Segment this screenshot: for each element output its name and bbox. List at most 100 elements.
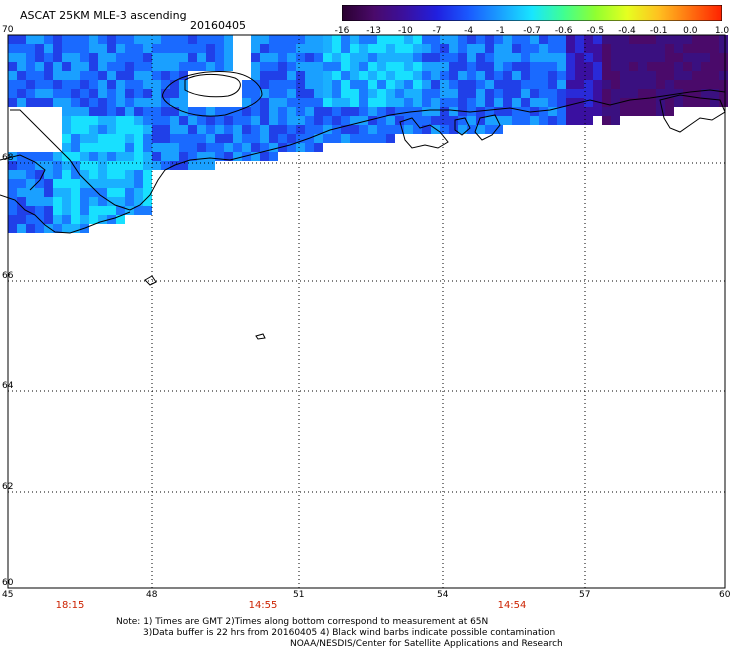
swath-cell — [458, 80, 467, 89]
swath-cell — [638, 98, 647, 107]
swath-cell — [8, 80, 17, 89]
note-line-2: 3)Data buffer is 22 hrs from 20160405 4)… — [143, 628, 556, 638]
swath-cell — [656, 71, 665, 80]
swath-cell — [557, 98, 566, 107]
swath-cell — [224, 152, 233, 161]
swath-cell — [521, 89, 530, 98]
swath-cell — [557, 53, 566, 62]
swath-cell — [62, 143, 71, 152]
swath-cell — [683, 89, 692, 98]
swath-cell — [422, 89, 431, 98]
swath-cell — [440, 35, 449, 44]
swath-cell — [143, 170, 152, 179]
swath-cell — [98, 179, 107, 188]
swath-cell — [566, 44, 575, 53]
swath-cell — [701, 80, 710, 89]
swath-cell — [44, 53, 53, 62]
swath-cell — [548, 98, 557, 107]
swath-cell — [458, 125, 467, 134]
swath-cell — [80, 206, 89, 215]
swath-cell — [179, 125, 188, 134]
swath-cell — [629, 71, 638, 80]
swath-cell — [620, 80, 629, 89]
swath-cell — [476, 62, 485, 71]
swath-cell — [62, 206, 71, 215]
swath-cell — [431, 62, 440, 71]
swath-cell — [296, 143, 305, 152]
swath-cell — [341, 53, 350, 62]
swath-cell — [503, 98, 512, 107]
swath-cell — [350, 134, 359, 143]
swath-cell — [62, 134, 71, 143]
swath-cell — [188, 44, 197, 53]
swath-cell — [53, 80, 62, 89]
swath-cell — [125, 152, 134, 161]
swath-cell — [656, 62, 665, 71]
swath-cell — [53, 170, 62, 179]
swath-cell — [638, 53, 647, 62]
swath-cell — [224, 116, 233, 125]
swath-cell — [8, 170, 17, 179]
swath-cell — [359, 107, 368, 116]
swath-cell — [296, 80, 305, 89]
swath-cell — [647, 35, 656, 44]
swath-cell — [602, 80, 611, 89]
swath-cell — [278, 143, 287, 152]
swath-cell — [134, 161, 143, 170]
swath-cell — [161, 107, 170, 116]
swath-cell — [359, 62, 368, 71]
swath-cell — [125, 35, 134, 44]
swath-cell — [602, 35, 611, 44]
colorbar-segment — [342, 5, 375, 21]
swath-cell — [161, 44, 170, 53]
swath-cell — [305, 89, 314, 98]
swath-cell — [683, 62, 692, 71]
swath-cell — [296, 44, 305, 53]
swath-cell — [341, 125, 350, 134]
colorbar-tick-label: -10 — [397, 26, 413, 36]
colorbar-tick-label: 0.0 — [683, 26, 698, 36]
swath-cell — [449, 44, 458, 53]
swath-cell — [332, 134, 341, 143]
swath-cell — [602, 116, 611, 125]
swath-cell — [215, 143, 224, 152]
swath-cell — [620, 62, 629, 71]
swath-cell — [485, 44, 494, 53]
swath-cell — [80, 89, 89, 98]
swath-cell — [152, 35, 161, 44]
swath-cell — [215, 134, 224, 143]
swath-cell — [179, 152, 188, 161]
swath-cell — [107, 179, 116, 188]
swath-cell — [80, 98, 89, 107]
swath-cell — [260, 134, 269, 143]
swath-cell — [368, 98, 377, 107]
swath-cell — [44, 161, 53, 170]
swath-cell — [17, 170, 26, 179]
swath-cell — [467, 53, 476, 62]
swath-cell — [620, 35, 629, 44]
swath-cell — [584, 116, 593, 125]
swath-cell — [17, 188, 26, 197]
swath-cell — [305, 62, 314, 71]
swath-cell — [404, 107, 413, 116]
swath-cell — [26, 179, 35, 188]
swath-cell — [35, 44, 44, 53]
swath-cell — [89, 62, 98, 71]
swath-cell — [44, 197, 53, 206]
swath-cell — [413, 125, 422, 134]
swath-cell — [62, 125, 71, 134]
swath-cell — [719, 53, 728, 62]
swath-cell — [71, 53, 80, 62]
swath-cell — [593, 35, 602, 44]
swath-cell — [548, 89, 557, 98]
swath-cell — [584, 80, 593, 89]
swath-cell — [179, 62, 188, 71]
swath-cell — [134, 188, 143, 197]
swath-cell — [593, 62, 602, 71]
swath-cell — [593, 80, 602, 89]
swath-cell — [548, 80, 557, 89]
swath-cell — [296, 134, 305, 143]
swath-cell — [206, 125, 215, 134]
swath-cell — [35, 98, 44, 107]
swath-cell — [134, 197, 143, 206]
